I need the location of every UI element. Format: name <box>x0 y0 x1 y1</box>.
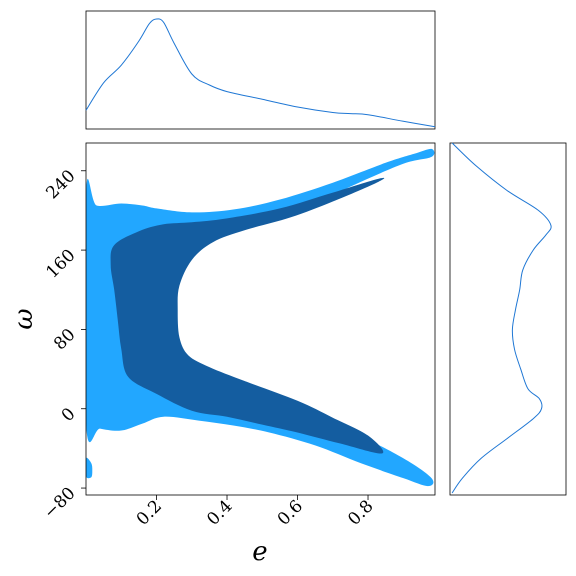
omega-marginal-density-line <box>451 142 552 494</box>
y-tick-label: 0 <box>58 404 80 426</box>
x-ticks: 0.2 0.4 0.6 0.8 <box>133 495 378 530</box>
x-tick-label: 0.6 <box>274 496 307 529</box>
y-tick-label: −80 <box>40 483 80 523</box>
y-tick-label: 240 <box>42 166 79 203</box>
y-ticks: −80 0 80 160 240 <box>40 166 86 523</box>
x-tick-label: 0.4 <box>203 496 236 529</box>
x-tick-label: 0.8 <box>344 496 377 529</box>
y-tick-label: 160 <box>42 245 79 282</box>
inner-contour-region <box>110 177 385 454</box>
right-marginal-frame <box>449 142 567 496</box>
e-marginal-density-line <box>85 18 436 128</box>
y-tick-label: 80 <box>50 325 79 354</box>
x-tick-label: 0.2 <box>133 496 166 529</box>
right-marginal-panel <box>449 142 567 496</box>
joint-frame <box>85 142 436 496</box>
outer-contour-island <box>86 457 93 479</box>
y-axis-label: ω <box>9 308 39 329</box>
top-marginal-frame <box>85 10 436 130</box>
top-marginal-panel <box>85 10 436 130</box>
x-axis-label: e <box>252 537 267 567</box>
joint-panel: 0.2 0.4 0.6 0.8 −80 0 80 160 240 e ω <box>9 142 436 567</box>
